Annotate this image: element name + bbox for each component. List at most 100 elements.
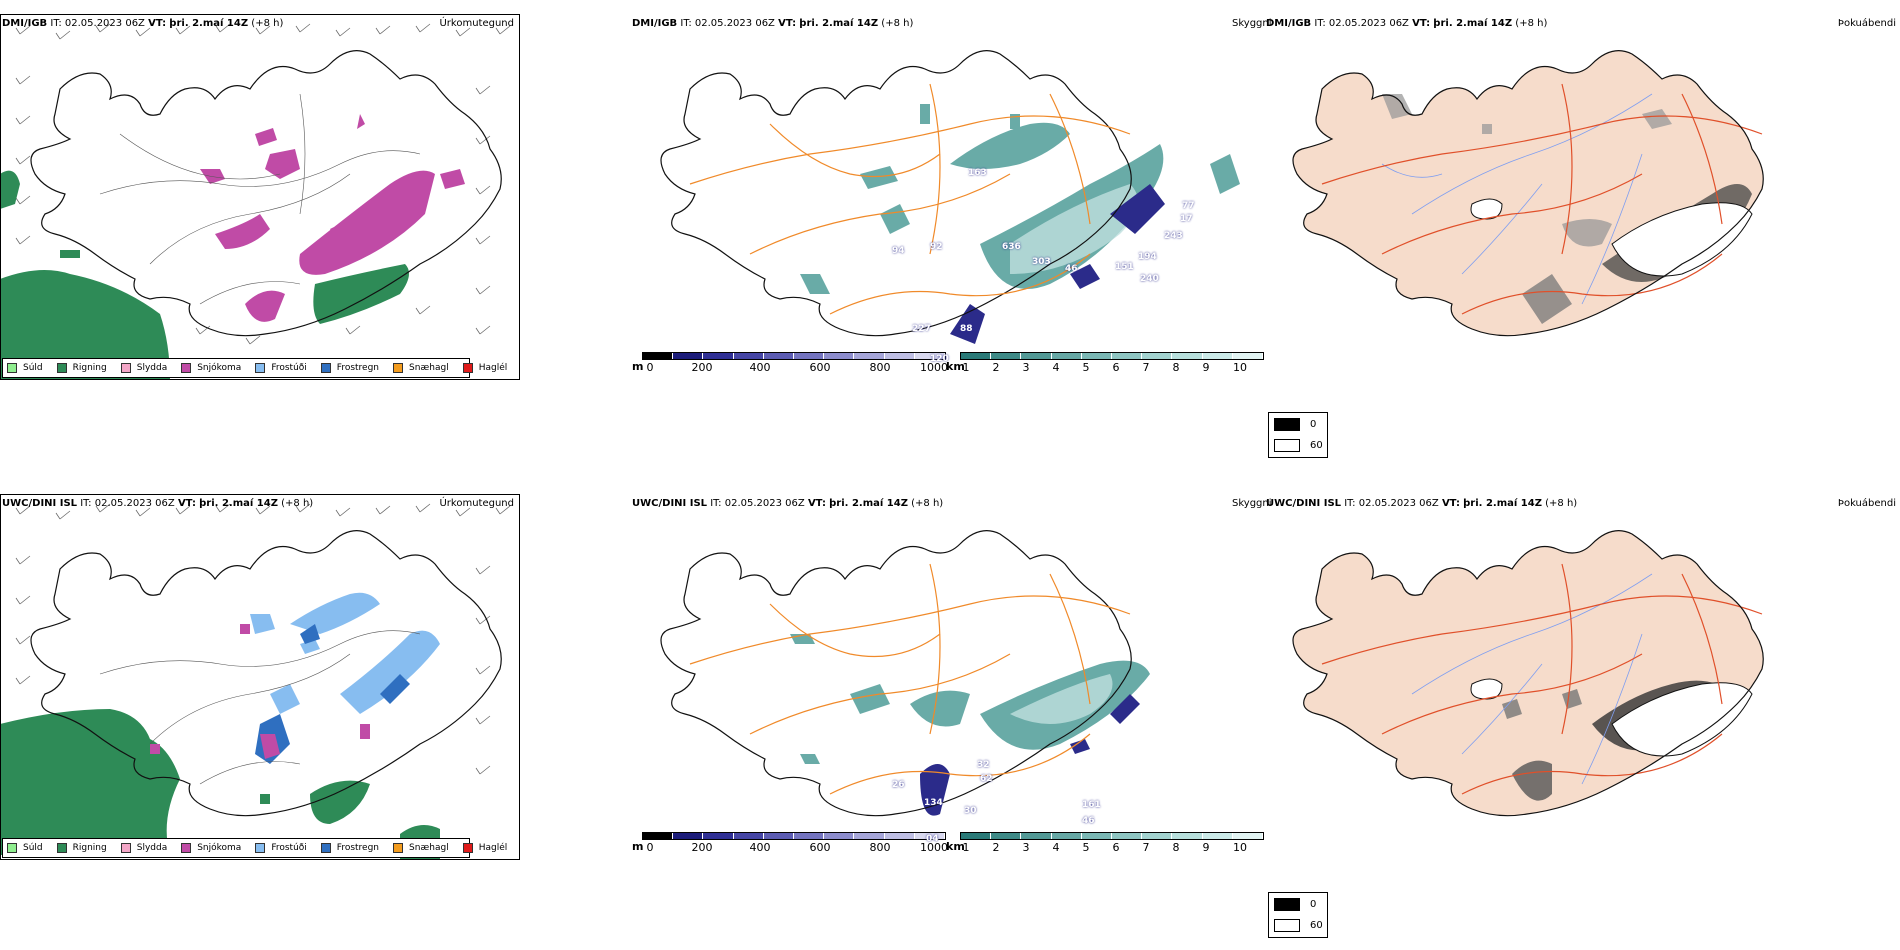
it-value: 02.05.2023 06Z (1328, 18, 1409, 29)
precip-legend: Súld Rigning Slydda Snjókoma Frostúði Fr… (2, 358, 507, 378)
legend-swatch (393, 363, 404, 373)
scale-tick: 2 (992, 841, 1000, 854)
scale-tick: 600 (809, 361, 831, 374)
model-name: UWC/DINI ISL (2, 498, 78, 509)
visibility-title: Skyggni (1232, 18, 1272, 29)
model-name: UWC/DINI ISL (1266, 498, 1342, 509)
scale-tick: 4 (1052, 841, 1060, 854)
legend-item: Haglél (462, 363, 508, 373)
cloud-key-row: 0 (1274, 898, 1316, 911)
rain-area (0, 709, 440, 860)
legend-label: Súld (23, 843, 43, 853)
scale-tick: 8 (1172, 361, 1180, 374)
visibility-cells (960, 832, 1264, 840)
it-value: 02.05.2023 06Z (724, 498, 805, 509)
visibility-scale: 1 2 3 4 5 6 7 8 9 10 (960, 832, 1264, 854)
precip-type-map-bottom: UWC/DINI ISL IT: 02.05.2023 06Z VT: þri.… (0, 494, 520, 860)
legend-label: Slydda (136, 363, 168, 373)
legend-swatch (320, 363, 331, 373)
iceland-coast (1292, 50, 1764, 337)
scale-tick: 200 (691, 841, 713, 854)
it-value: 02.05.2023 06Z (694, 18, 775, 29)
cloud-key-label: 60 (1310, 920, 1323, 931)
roads (1321, 563, 1763, 795)
fog-map-bottom: UWC/DINI ISL IT: 02.05.2023 06Z VT: þri.… (1262, 494, 1900, 860)
map-svg (1292, 530, 1764, 817)
legend-swatch (462, 843, 473, 853)
legend-swatch (255, 843, 266, 853)
it-value: 02.05.2023 06Z (1358, 498, 1439, 509)
scale-tick: 0 (646, 841, 654, 854)
panel-title: Þokuábendi (1837, 18, 1896, 29)
roads (99, 93, 421, 305)
map-svg (0, 503, 511, 860)
vt-label: VT: (778, 18, 797, 29)
model-name: DMI/IGB (632, 18, 678, 29)
panel-title: Úrkomutegund (439, 18, 514, 29)
it-label: IT: (1344, 498, 1356, 509)
cloud-key: 0 60 (1268, 892, 1328, 938)
elevation-cells (642, 832, 946, 840)
cloud-key-swatch (1274, 919, 1300, 932)
elevation-scale: 0 200 400 600 800 1000 (642, 352, 948, 374)
iceland-coast (660, 530, 1132, 817)
panel-title: Þokuábendi (1837, 498, 1896, 509)
lead-time: (+8 h) (251, 18, 284, 29)
lead-time: (+8 h) (1515, 18, 1548, 29)
vt-label: VT: (177, 498, 196, 509)
legend-label: Rigning (72, 843, 107, 853)
legend-item: Súld (7, 363, 43, 373)
cloud-key-swatch (1274, 439, 1300, 452)
wind-barbs (15, 503, 511, 775)
road-network (689, 563, 1131, 795)
it-label: IT: (710, 498, 722, 509)
scale-tick: 5 (1082, 361, 1090, 374)
visibility-map-bottom: UWC/DINI ISL IT: 02.05.2023 06Z VT: þri.… (630, 494, 1270, 860)
legend-label: Haglél (478, 363, 508, 373)
legend-item: Haglél (462, 843, 508, 853)
scale-tick: 6 (1112, 841, 1120, 854)
cloud-key: 0 60 (1268, 412, 1328, 458)
scale-tick: 3 (1022, 841, 1030, 854)
legend-label: Slydda (136, 843, 168, 853)
iceland-coast (30, 530, 502, 817)
freezing-drizzle-area (250, 592, 440, 714)
visibility-areas (790, 634, 1150, 816)
vt-value: þri. 2.maí 14Z (169, 18, 249, 29)
cloud-key-label: 0 (1310, 419, 1317, 430)
cloud-key-swatch (1274, 418, 1300, 431)
it-label: IT: (680, 18, 692, 29)
scale-tick: 9 (1202, 841, 1210, 854)
legend-item: Snjókoma (181, 843, 241, 853)
scale-tick: 8 (1172, 841, 1180, 854)
precip-type-map-top: DMI/IGB IT: 02.05.2023 06Z VT: þri. 2.ma… (0, 14, 520, 380)
scale-tick: 5 (1082, 841, 1090, 854)
legend-label: Frostúði (271, 363, 307, 373)
iceland-coast (30, 50, 502, 337)
scale-tick: 4 (1052, 361, 1060, 374)
map-svg (660, 50, 1240, 344)
legend-swatch (320, 843, 331, 853)
legend-label: Haglél (478, 843, 508, 853)
scale-tick: 9 (1202, 361, 1210, 374)
elevation-ticks: 0 200 400 600 800 1000 (642, 840, 949, 854)
cloud-key-row: 60 (1274, 919, 1323, 932)
vt-value: þri. 2.maí 14Z (829, 498, 908, 509)
iceland-coast (660, 50, 1132, 337)
legend-swatch (120, 363, 131, 373)
legend-item: Snæhagl (393, 843, 449, 853)
it-label: IT: (50, 18, 62, 29)
scale-tick: 1 (962, 841, 970, 854)
map-svg (0, 23, 511, 380)
scale-tick: 600 (809, 841, 831, 854)
rivers (1381, 93, 1653, 305)
cloud-key-label: 60 (1310, 440, 1323, 451)
legend-swatch (7, 843, 17, 853)
scale-tick: 7 (1142, 841, 1150, 854)
legend-label: Snæhagl (409, 363, 449, 373)
vt-value: þri. 2.maí 14Z (1463, 498, 1542, 509)
it-value: 02.05.2023 06Z (64, 18, 145, 29)
glacier (1470, 678, 1753, 757)
cloud-key-label: 0 (1310, 899, 1317, 910)
vt-value: þri. 2.maí 14Z (799, 18, 879, 29)
